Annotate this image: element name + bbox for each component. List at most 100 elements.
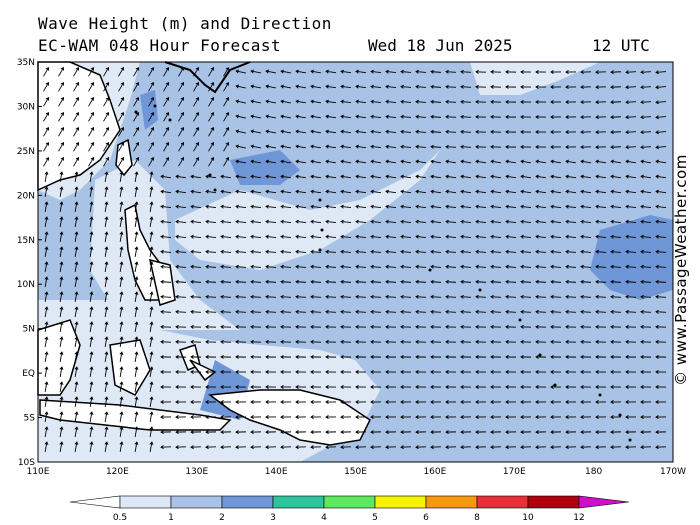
wave-arrow [415, 69, 427, 74]
wave-arrow [58, 141, 65, 152]
wave-arrow [655, 189, 667, 194]
wave-arrow [610, 174, 622, 179]
wave-arrow [119, 336, 124, 348]
wave-arrow [310, 309, 322, 314]
wave-arrow [655, 115, 667, 120]
wave-arrow [44, 381, 49, 393]
wave-arrow [565, 249, 577, 254]
wave-arrow [74, 426, 79, 438]
wave-arrow [430, 339, 442, 344]
wave-arrow [134, 186, 139, 198]
wave-arrow [565, 234, 577, 239]
lon-tick-label: 180 [585, 467, 602, 477]
wave-arrow [565, 430, 577, 435]
island [618, 413, 622, 417]
island [553, 383, 557, 387]
wave-arrow [250, 69, 261, 74]
wave-arrow [445, 69, 457, 74]
wave-arrow [104, 411, 109, 423]
wave-arrow [119, 396, 124, 408]
wave-arrow [415, 204, 427, 209]
legend-label: 8 [474, 513, 480, 523]
wave-arrow [400, 309, 412, 314]
wave-arrow [88, 126, 95, 137]
wave-arrow [295, 324, 307, 329]
wave-arrow [655, 415, 667, 420]
wave-arrow [134, 336, 139, 348]
wave-arrow [445, 204, 457, 209]
wave-arrow [595, 415, 607, 420]
wave-arrow [445, 114, 457, 119]
wave-arrow [44, 396, 49, 408]
wave-arrow [400, 264, 412, 269]
wave-arrow [148, 81, 155, 92]
wave-arrow [625, 249, 637, 254]
wave-arrow [640, 400, 652, 404]
wave-arrow [280, 144, 292, 149]
wave-arrow [355, 324, 367, 329]
wave-arrow [119, 351, 124, 363]
wave-arrow [160, 354, 172, 359]
wave-arrow [385, 324, 397, 329]
wave-arrow [400, 144, 412, 149]
wave-arrow [550, 279, 562, 284]
wave-arrow [89, 216, 94, 228]
wave-arrow [505, 249, 517, 254]
wave-arrow [340, 309, 352, 314]
wave-arrow [119, 381, 124, 393]
wave-arrow [535, 430, 547, 435]
wave-arrow [625, 339, 637, 344]
wave-arrow [148, 111, 155, 122]
wave-arrow [595, 115, 607, 120]
wave-arrow [430, 159, 442, 164]
wave-arrow [59, 246, 64, 258]
wave-arrow [175, 189, 187, 194]
wave-arrow [178, 81, 185, 92]
wave-arrow [220, 369, 232, 374]
wave-arrow [205, 430, 217, 435]
wave-arrow [475, 354, 487, 359]
wave-arrow [250, 189, 262, 194]
wave-arrow [160, 294, 172, 299]
wave-arrow [205, 279, 217, 284]
color-legend: 0.5 1 2 3 4 5 6 8 10 12 [69, 495, 630, 523]
wave-arrow [400, 174, 412, 179]
wave-arrow [520, 159, 532, 164]
wave-arrow [655, 264, 667, 269]
wave-arrow [118, 81, 125, 92]
wave-arrow [265, 309, 277, 314]
wave-arrow [580, 145, 592, 150]
legend-swatch [425, 495, 478, 509]
wave-arrow [535, 115, 547, 119]
wave-arrow [160, 415, 172, 420]
wave-arrow [119, 321, 124, 333]
wave-arrow [310, 144, 322, 149]
wave-arrow [535, 145, 547, 149]
wave-arrow [550, 174, 562, 179]
wave-arrow [325, 309, 337, 314]
wave-arrow [340, 354, 352, 359]
wave-arrow [520, 189, 532, 194]
wave-arrow [295, 279, 307, 284]
wave-arrow [460, 234, 472, 239]
wave-arrow [73, 81, 80, 92]
wave-arrow [400, 204, 412, 209]
wave-arrow [73, 141, 80, 152]
wave-arrow [340, 249, 352, 254]
wave-arrow [520, 99, 532, 104]
wave-arrow [565, 309, 577, 314]
wave-arrow [490, 324, 502, 329]
wave-arrow [190, 189, 202, 194]
wave-arrow [565, 115, 577, 120]
wave-arrow [160, 264, 172, 269]
wave-arrow [355, 339, 367, 344]
wave-arrow [430, 264, 442, 269]
wave-arrow [550, 415, 562, 420]
wave-arrow [640, 130, 652, 135]
wave-arrow [223, 111, 230, 122]
wave-arrow [160, 400, 172, 404]
legend-swatch [374, 495, 427, 509]
wave-arrow [370, 249, 382, 254]
wave-arrow [535, 85, 547, 89]
wave-arrow [370, 339, 382, 344]
